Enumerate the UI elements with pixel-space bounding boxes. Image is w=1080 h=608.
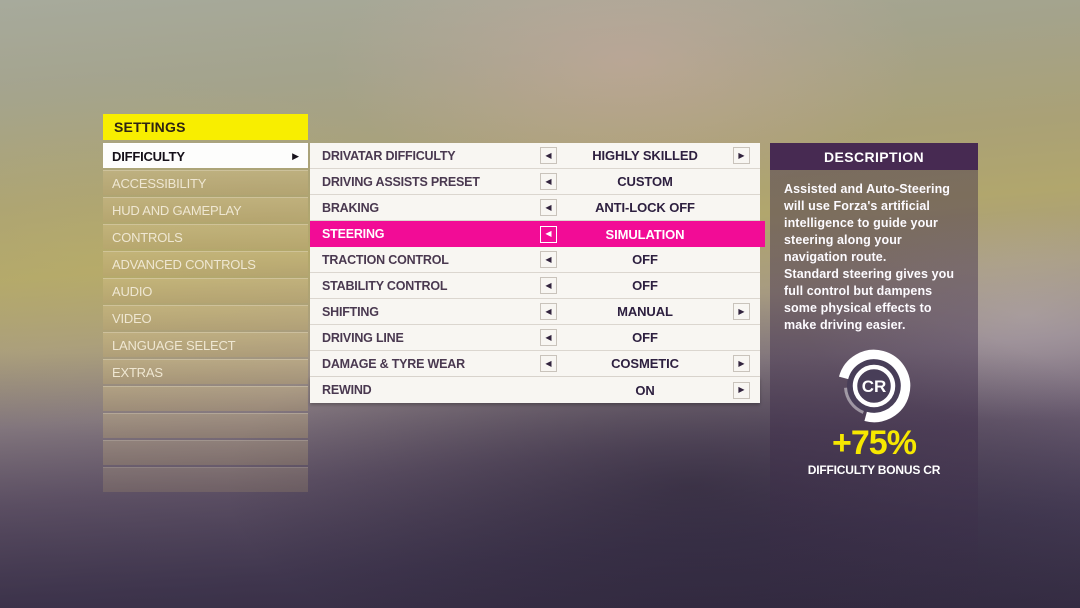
setting-row-braking[interactable]: BRAKING◀ANTI-LOCK OFF▶ (310, 195, 760, 221)
decrease-value-arrow-button[interactable]: ◀ (540, 173, 557, 190)
setting-row-shifting[interactable]: SHIFTING ◀ MANUAL ▶ (310, 299, 760, 325)
sidebar-item-language-select[interactable]: LANGUAGE SELECT (103, 332, 308, 357)
setting-row-rewind[interactable]: REWIND◀ON▶ (310, 377, 760, 403)
sidebar-item-label: ADVANCED CONTROLS (112, 256, 256, 272)
sidebar-item-empty (103, 386, 308, 411)
setting-row-driving-line[interactable]: DRIVING LINE◀OFF▶ (310, 325, 760, 351)
sidebar-item-hud-and-gameplay[interactable]: HUD AND GAMEPLAY (103, 197, 308, 222)
sidebar: DIFFICULTY ▶ ACCESSIBILITY HUD AND GAMEPLAY… (103, 143, 308, 494)
increase-value-arrow-button[interactable]: ▶ (733, 303, 750, 320)
description-paragraph: Assisted and Auto-Steering will use Forz… (784, 182, 951, 264)
decrease-value-arrow-button[interactable]: ◀ (540, 355, 557, 372)
sidebar-item-label: DIFFICULTY (112, 148, 185, 164)
sidebar-item-empty (103, 413, 308, 438)
setting-value: ON (635, 382, 655, 398)
sidebar-item-difficulty[interactable]: DIFFICULTY ▶ (103, 143, 308, 168)
setting-row-driving-assists-preset[interactable]: DRIVING ASSISTS PRESET◀CUSTOM▶ (310, 169, 760, 195)
difficulty-bonus-label: DIFFICULTY BONUS CR (807, 463, 941, 477)
sidebar-item-label: VIDEO (112, 310, 152, 326)
sidebar-item-label: LANGUAGE SELECT (112, 337, 236, 353)
credits-progress-ring-icon: CR (837, 349, 911, 423)
setting-row-stability-control[interactable]: STABILITY CONTROL◀OFF▶ (310, 273, 760, 299)
setting-value: HIGHLY SKILLED (592, 148, 698, 163)
description-body: Assisted and Auto-Steering will use Forz… (770, 181, 978, 334)
setting-value: CUSTOM (617, 174, 673, 189)
setting-value: MANUAL (617, 304, 673, 319)
setting-label: DRIVING LINE (322, 330, 404, 345)
increase-value-arrow-button[interactable]: ▶ (733, 381, 750, 399)
setting-label: SHIFTING (322, 304, 379, 319)
sidebar-item-label: CONTROLS (112, 229, 183, 245)
setting-label: DRIVING ASSISTS PRESET (322, 174, 480, 189)
increase-value-arrow-button[interactable]: ▶ (733, 355, 750, 372)
setting-value: ANTI-LOCK OFF (595, 200, 695, 215)
setting-label: STABILITY CONTROL (322, 278, 448, 293)
sidebar-item-controls[interactable]: CONTROLS (103, 224, 308, 249)
cr-icon: CR (862, 377, 887, 396)
sidebar-item-empty (103, 440, 308, 465)
setting-label: DRIVATAR DIFFICULTY (322, 148, 456, 163)
sidebar-item-video[interactable]: VIDEO (103, 305, 308, 330)
setting-row-traction-control[interactable]: TRACTION CONTROL◀OFF▶ (310, 247, 760, 273)
setting-row-damage-tyre-wear[interactable]: DAMAGE & TYRE WEAR ◀ COSMETIC ▶ (310, 351, 760, 377)
decrease-value-arrow-button[interactable]: ◀ (540, 251, 557, 268)
setting-value: OFF (632, 252, 658, 267)
decrease-value-arrow-button[interactable]: ◀ (540, 199, 557, 216)
description-header: DESCRIPTION (770, 143, 978, 170)
setting-value: OFF (632, 278, 658, 293)
difficulty-bonus-percent: +75% (832, 424, 917, 462)
page-title: SETTINGS (103, 114, 308, 140)
sidebar-item-label: AUDIO (112, 283, 153, 299)
setting-label: DAMAGE & TYRE WEAR (322, 356, 465, 371)
sidebar-item-empty (103, 467, 308, 492)
description-paragraph: Standard steering gives you full control… (784, 267, 955, 332)
decrease-value-arrow-button[interactable]: ◀ (540, 303, 557, 320)
setting-row-steering[interactable]: STEERING◀SIMULATION▶ (310, 221, 765, 247)
settings-list: DRIVATAR DIFFICULTY ◀ HIGHLY SKILLED ▶ DRIVI… (310, 143, 765, 403)
sidebar-item-audio[interactable]: AUDIO (103, 278, 308, 303)
setting-label: REWIND (322, 383, 372, 397)
setting-row-drivatar-difficulty[interactable]: DRIVATAR DIFFICULTY ◀ HIGHLY SKILLED ▶ (310, 143, 760, 169)
sidebar-item-extras[interactable]: EXTRAS (103, 359, 308, 384)
sidebar-item-label: ACCESSIBILITY (112, 175, 207, 191)
sidebar-item-label: HUD AND GAMEPLAY (112, 202, 242, 218)
setting-value: COSMETIC (611, 356, 679, 371)
setting-value: SIMULATION (605, 226, 685, 242)
decrease-value-arrow-button[interactable]: ◀ (540, 277, 557, 294)
decrease-value-arrow-button[interactable]: ◀ (540, 329, 557, 346)
sidebar-item-label: EXTRAS (112, 364, 163, 380)
sidebar-item-accessibility[interactable]: ACCESSIBILITY (103, 170, 308, 195)
increase-value-arrow-button[interactable]: ▶ (733, 147, 750, 164)
setting-value: OFF (632, 330, 658, 345)
setting-label: TRACTION CONTROL (322, 252, 449, 267)
setting-label: STEERING (322, 227, 385, 241)
chevron-right-icon: ▶ (292, 150, 299, 161)
decrease-value-arrow-button[interactable]: ◀ (540, 147, 557, 164)
decrease-value-arrow-button[interactable]: ◀ (540, 225, 557, 243)
setting-label: BRAKING (322, 200, 379, 215)
sidebar-item-advanced-controls[interactable]: ADVANCED CONTROLS (103, 251, 308, 276)
